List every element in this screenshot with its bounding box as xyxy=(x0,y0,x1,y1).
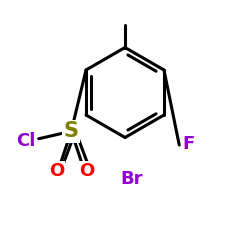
Text: O: O xyxy=(48,162,64,180)
Text: Br: Br xyxy=(120,170,142,188)
Text: Cl: Cl xyxy=(16,132,36,150)
Text: O: O xyxy=(78,162,94,180)
Text: S: S xyxy=(64,121,79,141)
Text: F: F xyxy=(182,135,195,153)
